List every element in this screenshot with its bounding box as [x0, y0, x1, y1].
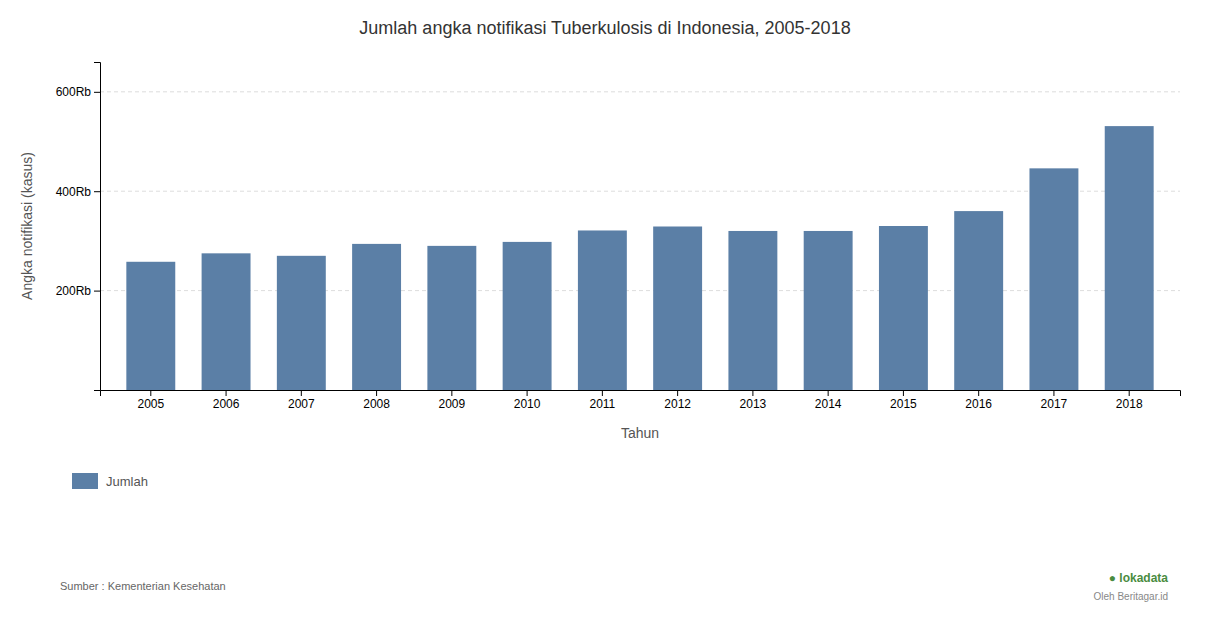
x-tick: 2005: [137, 390, 164, 411]
y-tick-mark: [94, 92, 100, 93]
x-tick-mark: [301, 390, 302, 396]
x-tick-mark: [1129, 390, 1130, 396]
bar: [202, 253, 251, 390]
y-tick-label: 200Rb: [56, 284, 92, 298]
x-tick-label: 2012: [664, 397, 691, 411]
y-tick-mark: [94, 191, 100, 192]
x-axis: 2005 2006 2007 2008 2009 2010 2011 2012 2013 2014…: [101, 390, 1181, 411]
x-tick-mark: [376, 390, 377, 396]
x-tick: 2007: [288, 390, 315, 411]
bar: [653, 226, 702, 390]
x-tick-mark: [527, 390, 528, 396]
x-tick: 2015: [890, 390, 917, 411]
brand: ● lokadata: [1109, 571, 1169, 585]
bar: [728, 231, 777, 390]
source-note: Sumber : Kementerian Kesehatan: [60, 580, 226, 592]
bar: [578, 230, 627, 390]
y-axis-title: Angka notifikasi (kasus): [19, 152, 35, 300]
x-axis-title: Tahun: [621, 425, 659, 441]
x-tick-mark: [602, 390, 603, 396]
bar: [1105, 126, 1154, 390]
x-tick-label: 2018: [1116, 397, 1143, 411]
x-tick-label: 2009: [438, 397, 465, 411]
grid-line: [100, 191, 1180, 192]
grid: [100, 92, 1180, 291]
x-tick-label: 2016: [965, 397, 992, 411]
bar: [352, 244, 401, 390]
x-tick: 2006: [213, 390, 240, 411]
x-tick-mark: [451, 390, 452, 396]
x-tick-label: 2005: [137, 397, 164, 411]
bar: [126, 262, 175, 390]
x-tick-label: 2006: [213, 397, 240, 411]
x-tick-label: 2010: [514, 397, 541, 411]
bar: [277, 256, 326, 390]
y-tick-label: 400Rb: [56, 185, 92, 199]
y-axis-line: [94, 63, 101, 391]
x-tick-label: 2015: [890, 397, 917, 411]
bar: [804, 231, 853, 390]
bar: [954, 211, 1003, 390]
x-tick-mark: [150, 390, 151, 396]
title: Jumlah angka notifikasi Tuberkulosis di …: [359, 18, 850, 38]
x-tick-mark: [677, 390, 678, 396]
x-axis-line: [101, 391, 1181, 397]
x-tick: 2017: [1041, 390, 1068, 411]
x-tick: 2018: [1116, 390, 1143, 411]
x-tick-label: 2011: [589, 397, 615, 411]
bars: [126, 126, 1153, 390]
y-tick: 400Rb: [56, 185, 100, 199]
x-tick-mark: [978, 390, 979, 396]
x-tick-label: 2007: [288, 397, 315, 411]
bar: [879, 226, 928, 390]
grid-line: [100, 290, 1180, 291]
legend-swatch: [72, 473, 98, 489]
y-tick: 600Rb: [56, 85, 100, 99]
brand-sub: Oleh Beritagar.id: [1094, 591, 1169, 602]
grid-line: [100, 91, 1180, 92]
x-tick-label: 2013: [740, 397, 767, 411]
legend: Jumlah: [72, 473, 148, 489]
y-axis: 200Rb 400Rb 600Rb: [56, 63, 101, 391]
x-tick: 2011: [589, 390, 615, 411]
x-tick: 2013: [740, 390, 767, 411]
y-tick-label: 600Rb: [56, 85, 92, 99]
bar: [503, 242, 552, 390]
x-tick-label: 2008: [363, 397, 390, 411]
legend-item: Jumlah: [72, 473, 148, 489]
x-tick-mark: [1053, 390, 1054, 396]
chart: Jumlah angka notifikasi Tuberkulosis di …: [0, 0, 1210, 628]
x-tick-mark: [828, 390, 829, 396]
x-tick: 2008: [363, 390, 390, 411]
x-tick: 2009: [438, 390, 465, 411]
x-tick: 2012: [664, 390, 691, 411]
x-tick-label: 2017: [1041, 397, 1068, 411]
x-tick: 2010: [514, 390, 541, 411]
x-tick-mark: [903, 390, 904, 396]
legend-label: Jumlah: [106, 474, 148, 489]
y-tick: 200Rb: [56, 284, 100, 298]
x-tick-mark: [752, 390, 753, 396]
bar: [427, 246, 476, 390]
x-tick: 2016: [965, 390, 992, 411]
x-tick: 2014: [815, 390, 842, 411]
x-tick-label: 2014: [815, 397, 842, 411]
y-tick-mark: [94, 291, 100, 292]
bar: [1029, 168, 1078, 390]
x-tick-mark: [226, 390, 227, 396]
plot: 200Rb400Rb600Rb2005200620072008200920102…: [56, 63, 1181, 411]
